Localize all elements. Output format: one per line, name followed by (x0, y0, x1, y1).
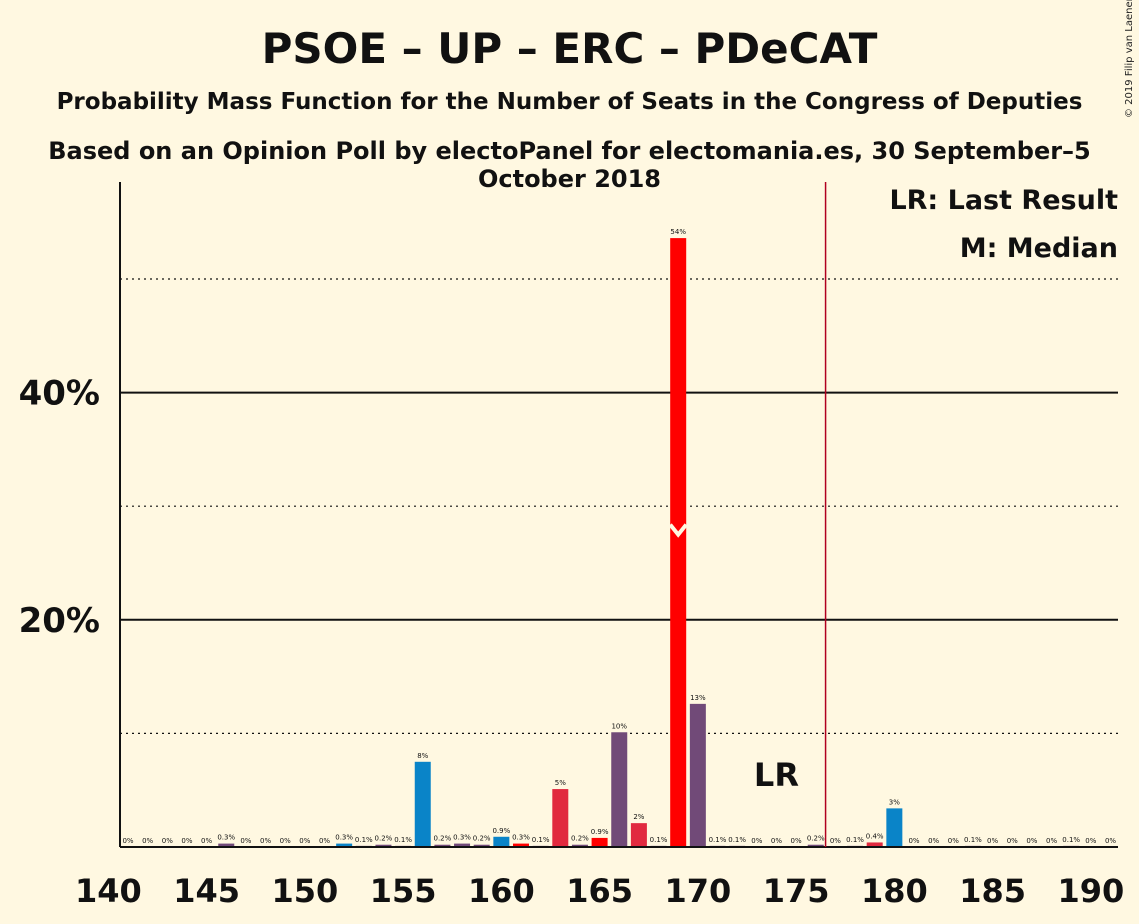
x-tick-label: 170 (664, 872, 731, 910)
bar-value-label: 0% (1105, 837, 1116, 845)
bar-value-label: 0% (181, 837, 192, 845)
bar-value-label: 0% (1085, 837, 1096, 845)
chart-source: Based on an Opinion Poll by electoPanel … (48, 137, 1091, 193)
bar-163 (552, 789, 569, 847)
bar-value-label: 3% (889, 798, 900, 806)
bar-value-label: 0.2% (375, 835, 393, 843)
x-tick-label: 140 (75, 872, 142, 910)
bar-value-label: 0.1% (964, 836, 982, 844)
bar-value-label: 0% (908, 837, 919, 845)
bar-value-label: 0.2% (434, 835, 452, 843)
bar-value-label: 0% (791, 837, 802, 845)
legend-last-result: LR: Last Result (889, 185, 1118, 216)
x-tick-label: 160 (468, 872, 535, 910)
bar-value-label: 0% (299, 837, 310, 845)
bar-146 (218, 843, 235, 847)
y-tick-label: 20% (19, 601, 100, 641)
bar-value-label: 8% (417, 752, 428, 760)
x-tick-label: 150 (271, 872, 338, 910)
bar-value-label: 0% (319, 837, 330, 845)
bar-152 (336, 843, 353, 847)
bar-164 (571, 844, 588, 847)
bar-value-label: 0% (1046, 837, 1057, 845)
bar-value-label: 0% (987, 837, 998, 845)
bar-156 (414, 761, 431, 847)
bar-180 (886, 808, 903, 847)
bar-value-label: 0.1% (532, 836, 550, 844)
bar-value-label: 0.2% (571, 835, 589, 843)
bar-159 (473, 844, 490, 847)
last-result-marker: LR (754, 756, 799, 794)
bar-169 (670, 238, 687, 847)
y-axis-ticks: 20% 40% (19, 374, 100, 641)
bar-value-label: 0.1% (650, 836, 668, 844)
bar-value-label: 0.1% (728, 836, 746, 844)
x-tick-label: 190 (1057, 872, 1124, 910)
bar-value-label: 0% (260, 837, 271, 845)
bar-167 (630, 823, 647, 847)
bar-value-label: 0% (948, 837, 959, 845)
x-tick-label: 155 (370, 872, 437, 910)
bar-value-label: 0% (240, 837, 251, 845)
bar-value-label: 13% (690, 694, 706, 702)
bar-value-label: 0% (162, 837, 173, 845)
gridlines (120, 278, 1118, 735)
bar-value-label: 2% (633, 813, 644, 821)
bar-165 (591, 837, 608, 847)
bar-value-label: 0% (1026, 837, 1037, 845)
x-tick-label: 165 (566, 872, 633, 910)
x-axis-ticks: 140 145 150 155 160 165 170 175 180 185 190 (75, 872, 1124, 910)
bar-166 (611, 732, 628, 847)
bar-value-label: 0.3% (453, 834, 471, 842)
bar-value-label: 54% (670, 228, 686, 236)
bar-value-labels: 0% 0% 0% 0% 0% 0.3% 0% 0% 0% 0% 0% 0.3% 0.1% 0.2% 0.1%… (122, 228, 1116, 845)
bar-154 (375, 844, 392, 847)
x-tick-label: 175 (763, 872, 830, 910)
bar-176 (807, 844, 824, 847)
legend-median: M: Median (960, 233, 1118, 264)
bar-value-label: 0.1% (355, 836, 373, 844)
bar-value-label: 0.2% (473, 835, 491, 843)
bar-value-label: 0% (122, 837, 133, 845)
bar-value-label: 0% (771, 837, 782, 845)
chart-subtitle: Probability Mass Function for the Number… (56, 89, 1083, 115)
x-tick-label: 185 (959, 872, 1026, 910)
bar-value-label: 0% (201, 837, 212, 845)
bar-179 (866, 842, 883, 847)
x-tick-label: 145 (173, 872, 240, 910)
median-marker (668, 523, 688, 538)
bar-value-label: 0% (280, 837, 291, 845)
bar-value-label: 0.1% (709, 836, 727, 844)
bar-value-label: 0.1% (1062, 836, 1080, 844)
bar-value-label: 0% (1007, 837, 1018, 845)
bar-value-label: 5% (555, 779, 566, 787)
bars (218, 238, 1080, 847)
bar-value-label: 0% (142, 837, 153, 845)
bar-value-label: 0.1% (394, 836, 412, 844)
y-tick-label: 40% (19, 374, 100, 414)
bar-value-label: 0.1% (846, 836, 864, 844)
bar-value-label: 0.3% (512, 834, 530, 842)
x-tick-label: 180 (861, 872, 928, 910)
bar-value-label: 0.9% (591, 828, 609, 836)
bar-170 (689, 703, 706, 847)
bar-value-label: 0.2% (807, 835, 825, 843)
bar-value-label: 0.3% (217, 834, 235, 842)
bar-value-label: 0% (830, 837, 841, 845)
bar-value-label: 0% (751, 837, 762, 845)
bar-value-label: 0.9% (492, 827, 510, 835)
bar-value-label: 0.3% (335, 834, 353, 842)
bar-value-label: 0% (928, 837, 939, 845)
chart-title: PSOE – UP – ERC – PDeCAT (261, 24, 878, 73)
bar-value-label: 0.4% (866, 832, 884, 840)
bar-161 (513, 843, 529, 847)
bar-157 (434, 844, 451, 847)
bar-160 (493, 836, 510, 847)
bar-158 (454, 843, 471, 847)
bar-value-label: 10% (611, 722, 627, 730)
